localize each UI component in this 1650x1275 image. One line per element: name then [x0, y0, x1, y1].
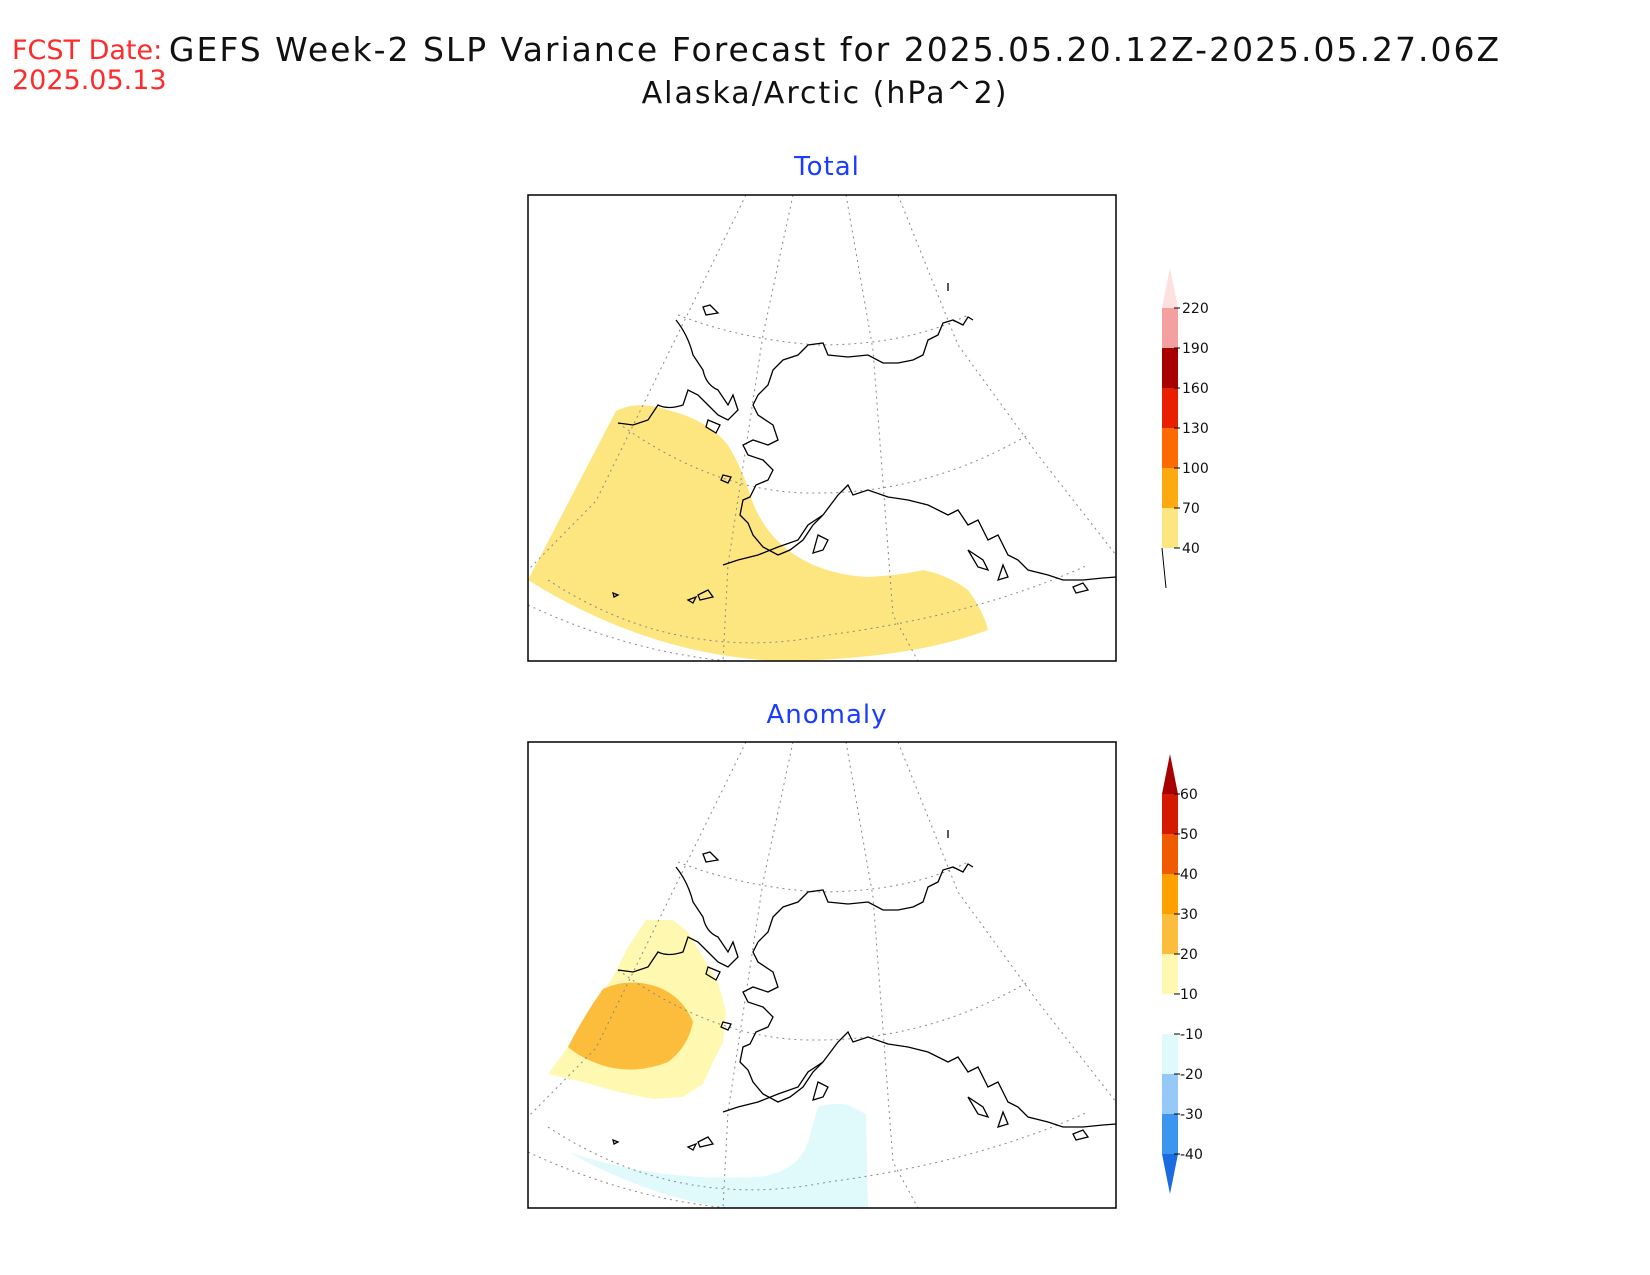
- colorbar-anomaly: -40 -30 -20 -10 10 20 30 40 50 60: [1162, 754, 1203, 1194]
- colorbar-total-swatch: [1162, 388, 1178, 428]
- colorbar-total-swatch: [1162, 468, 1178, 508]
- colorbar-anomaly-lower-extension: [1162, 1154, 1178, 1194]
- colorbar-total-swatch: [1162, 308, 1178, 348]
- forecast-date-label: FCST Date:: [12, 35, 163, 66]
- page-subtitle: Alaska/Arctic (hPa^2): [641, 76, 1009, 111]
- colorbar-anomaly-swatch: [1162, 1074, 1178, 1114]
- colorbar-total-label: 220: [1182, 301, 1209, 317]
- colorbar-anomaly-upper-extension: [1162, 754, 1178, 794]
- forecast-date-block: FCST Date: 2025.05.13: [12, 36, 167, 96]
- colorbar-anomaly-label: -40: [1180, 1147, 1203, 1163]
- colorbar-anomaly-label: -20: [1180, 1067, 1203, 1083]
- colorbar-anomaly-swatch: [1162, 834, 1178, 874]
- colorbar-anomaly-swatch: [1162, 954, 1178, 994]
- colorbar-anomaly-label: 10: [1180, 987, 1198, 1003]
- colorbar-anomaly-label: 40: [1180, 867, 1198, 883]
- panel-title-total: Total: [794, 152, 860, 182]
- colorbar-total-swatch: [1162, 348, 1178, 388]
- colorbar-total-lower-extension: [1161, 547, 1167, 589]
- colorbar-anomaly-label: 30: [1180, 907, 1198, 923]
- colorbar-total-swatch: [1162, 508, 1178, 548]
- colorbar-anomaly-label: -10: [1180, 1027, 1203, 1043]
- colorbar-total-label: 130: [1182, 421, 1209, 437]
- colorbar-anomaly-swatch: [1162, 994, 1178, 1034]
- colorbar-anomaly-swatch: [1162, 1114, 1178, 1154]
- colorbar-anomaly-label: 60: [1180, 787, 1198, 803]
- shaded-region-neg10-neg20: [568, 1103, 868, 1208]
- map-panel-total: [527, 194, 1117, 662]
- colorbar-total-label: 160: [1182, 381, 1209, 397]
- colorbar-anomaly-label: 50: [1180, 827, 1198, 843]
- forecast-date-value: 2025.05.13: [12, 65, 167, 96]
- colorbar-total-upper-extension: [1162, 268, 1178, 308]
- colorbar-total-label: 70: [1182, 501, 1200, 517]
- colorbar-total-label: 190: [1182, 341, 1209, 357]
- shaded-region-40-70: [528, 405, 988, 661]
- shaded-region-20-30: [568, 982, 693, 1070]
- colorbar-anomaly-label: 20: [1180, 947, 1198, 963]
- colorbar-anomaly-swatch: [1162, 794, 1178, 834]
- colorbar-total-label: 40: [1182, 541, 1200, 557]
- panel-title-anomaly: Anomaly: [766, 700, 888, 730]
- page-title: GEFS Week-2 SLP Variance Forecast for 20…: [168, 30, 1502, 69]
- colorbar-anomaly-label: -30: [1180, 1107, 1203, 1123]
- colorbar-anomaly-swatch: [1162, 874, 1178, 914]
- map-panel-anomaly: [527, 741, 1117, 1209]
- colorbar-total: 40 70 100 130 160 190 220: [1161, 268, 1209, 589]
- colorbar-anomaly-swatch: [1162, 914, 1178, 954]
- colorbar-total-swatch: [1162, 428, 1178, 468]
- colorbar-anomaly-swatch: [1162, 1034, 1178, 1074]
- colorbar-total-label: 100: [1182, 461, 1209, 477]
